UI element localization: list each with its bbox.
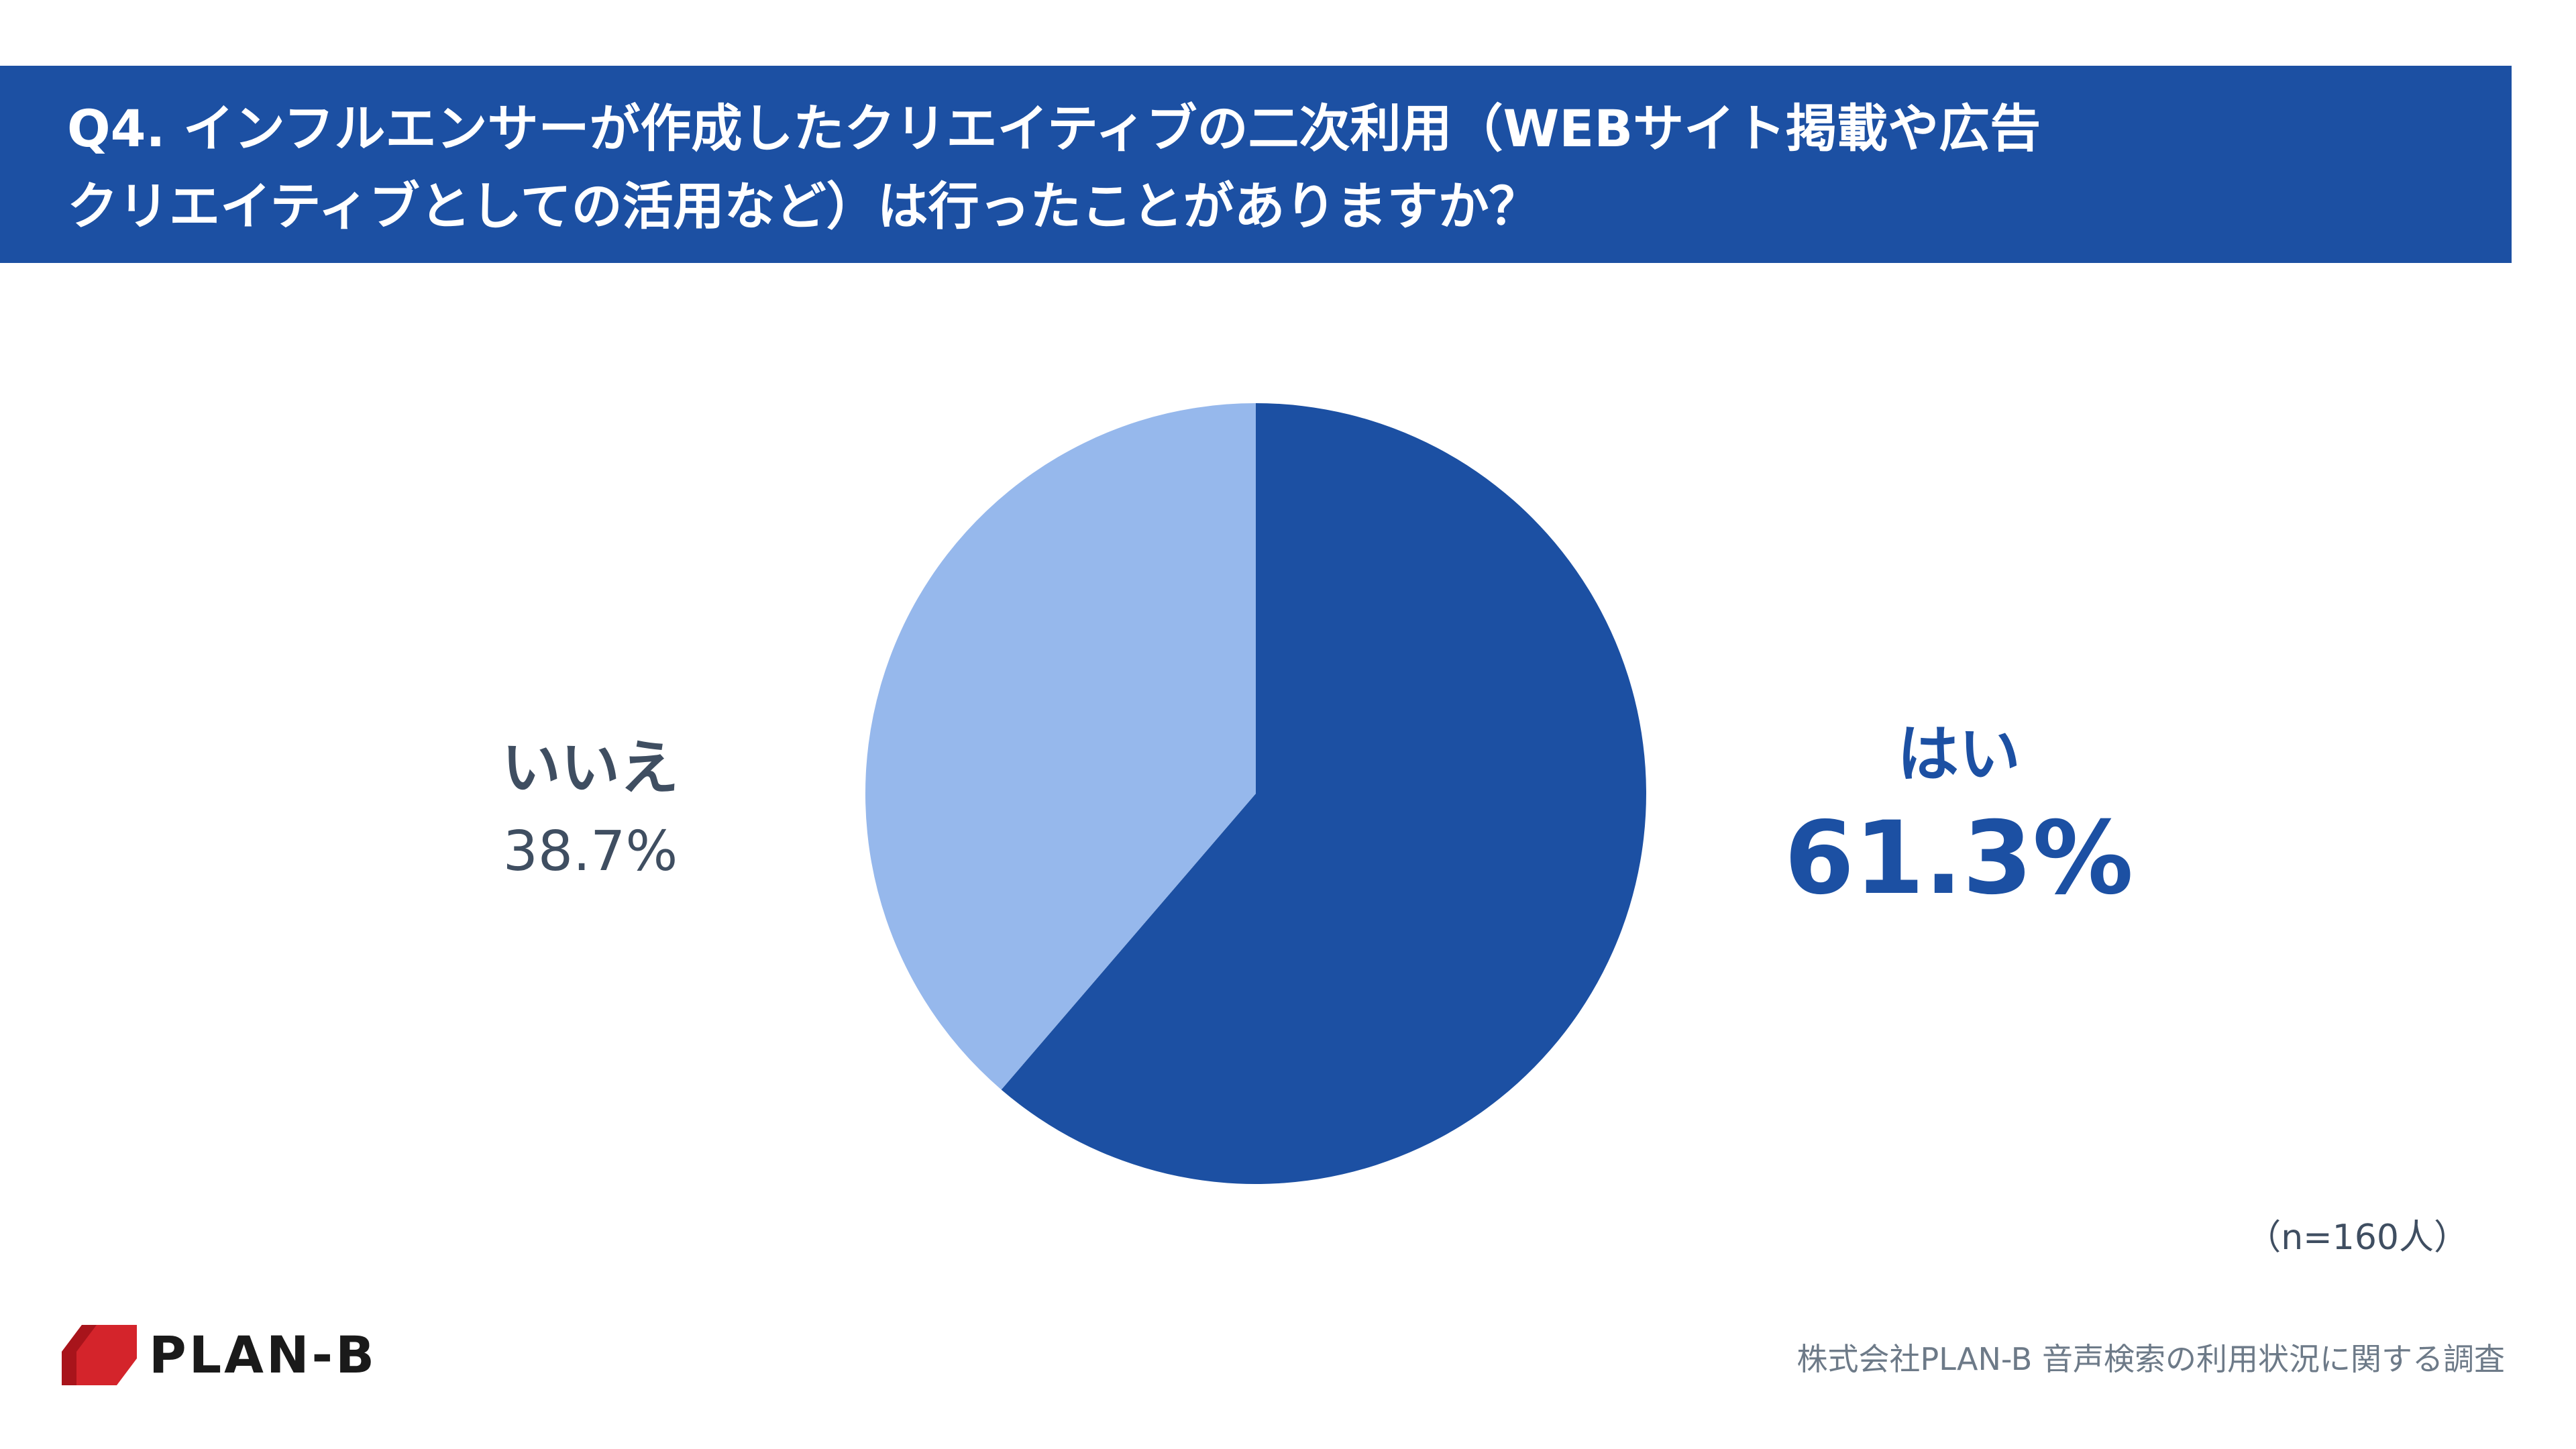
source-credit: 株式会社PLAN-B 音声検索の利用状況に関する調査 [1796,1341,2505,1377]
slice-label-yes: はい 61.3% [1758,711,2160,919]
sample-size-note: （n=160人） [2246,1218,2469,1258]
pie-slice-yes [1001,403,1646,1184]
pie-slice-no [865,403,1256,1090]
slice-name-yes: はい [1896,718,2021,790]
brand-logo: PLAN-B [62,1325,377,1385]
brand-name: PLAN-B [149,1325,378,1385]
chart-title-line-2: クリエイティブとしての活用など）は行ったことがありますか？ [67,176,1540,236]
title-banner: Q4. インフルエンサーが作成したクリエイティブの二次利用（WEBサイト掲載や広… [0,66,2512,263]
chart-title-line-1: Q4. インフルエンサーが作成したクリエイティブの二次利用（WEBサイト掲載や広… [67,99,2041,158]
slice-value-yes: 61.3% [1784,800,2134,917]
slice-value-no: 38.7% [502,820,678,883]
plan-b-logo-icon [62,1325,137,1385]
slice-label-no: いいえ 38.7% [456,728,724,896]
slice-name-no: いいえ [501,733,679,802]
